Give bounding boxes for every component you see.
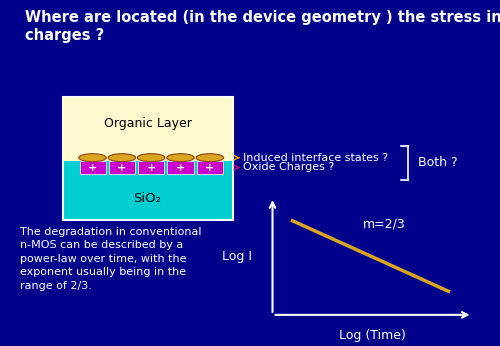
Text: The degradation in conventional
n-MOS can be described by a
power-law over time,: The degradation in conventional n-MOS ca… bbox=[20, 227, 202, 291]
Bar bbox=[62, 161, 232, 220]
Bar bbox=[109, 161, 135, 174]
Ellipse shape bbox=[138, 154, 165, 162]
Ellipse shape bbox=[196, 154, 224, 162]
Text: Log I: Log I bbox=[222, 249, 252, 263]
Bar bbox=[168, 161, 194, 174]
Text: m=2/3: m=2/3 bbox=[362, 218, 406, 231]
Text: Organic Layer: Organic Layer bbox=[104, 117, 192, 130]
Text: +: + bbox=[118, 163, 126, 173]
Text: +: + bbox=[146, 163, 156, 173]
Bar bbox=[138, 161, 164, 174]
Text: Both ?: Both ? bbox=[418, 156, 457, 169]
Text: Induced interface states ?: Induced interface states ? bbox=[242, 153, 388, 163]
Text: +: + bbox=[205, 163, 214, 173]
Bar bbox=[196, 161, 223, 174]
Text: Log (Time): Log (Time) bbox=[339, 329, 406, 342]
Text: +: + bbox=[176, 163, 185, 173]
Bar bbox=[62, 97, 232, 220]
Text: Oxide Charges ?: Oxide Charges ? bbox=[242, 163, 334, 172]
Ellipse shape bbox=[79, 154, 106, 162]
Text: Where are located (in the device geometry ) the stress induced
charges ?: Where are located (in the device geometr… bbox=[25, 10, 500, 43]
Bar bbox=[62, 97, 232, 161]
Ellipse shape bbox=[167, 154, 194, 162]
Text: SiO₂: SiO₂ bbox=[134, 192, 162, 205]
Text: +: + bbox=[88, 163, 97, 173]
Ellipse shape bbox=[108, 154, 136, 162]
Bar bbox=[80, 161, 106, 174]
